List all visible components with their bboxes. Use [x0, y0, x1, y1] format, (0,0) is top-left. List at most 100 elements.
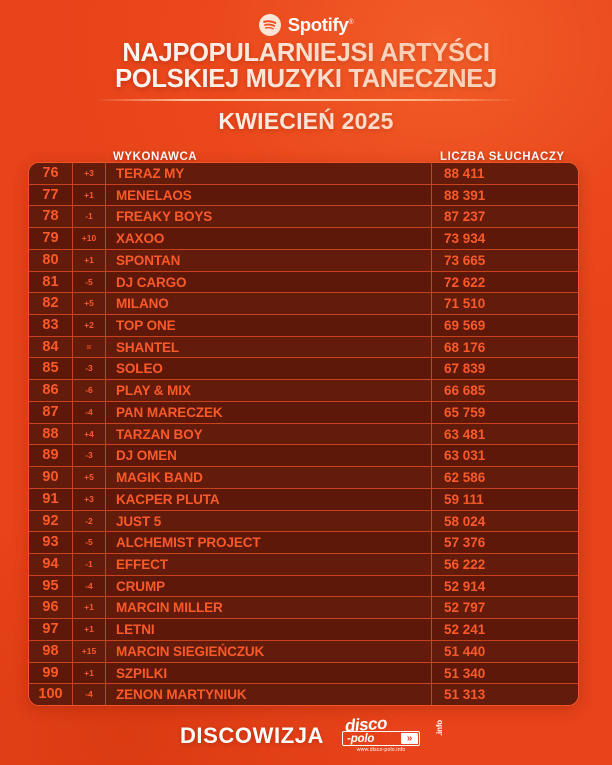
- cell-rank: 92: [29, 510, 73, 532]
- cell-listeners: 51 340: [444, 665, 486, 681]
- cell-rank: 90: [29, 467, 73, 488]
- cell-listeners: 73 934: [444, 231, 486, 247]
- cell-listeners: 66 685: [444, 383, 486, 399]
- cell-rank: 78: [29, 206, 73, 228]
- table-row: 87 -4 PAN MARECZEK 65 759: [29, 401, 578, 424]
- cell-listeners: 51 440: [444, 643, 486, 659]
- cell-artist: PAN MARECZEK: [106, 401, 432, 423]
- cell-rank: 100: [29, 684, 73, 705]
- cell-rank: 82: [29, 293, 73, 315]
- cell-rank: 96: [29, 597, 73, 619]
- cell-rank: 88: [29, 423, 73, 445]
- ranking-table-body: 76 +3 TERAZ MY 88 411 77 +1 MENELAOS 88 391 78 -1…: [29, 163, 578, 705]
- table-row: 78 -1 FREAKY BOYS 87 237: [29, 206, 578, 229]
- table-row: 80 +1 SPONTAN 73 665: [29, 249, 578, 272]
- cell-rank: 86: [29, 380, 73, 401]
- cell-change: -3: [73, 445, 106, 467]
- ranking-table: 76 +3 TERAZ MY 88 411 77 +1 MENELAOS 88 391 78 -1…: [28, 162, 579, 706]
- cell-artist: KACPER PLUTA: [106, 488, 432, 510]
- cell-rank: 95: [29, 575, 73, 597]
- cell-change: -2: [73, 510, 106, 532]
- cell-change: +1: [73, 597, 106, 619]
- cell-change: +3: [73, 488, 106, 510]
- cell-change: -4: [73, 575, 106, 597]
- cell-listeners: 88 391: [444, 187, 486, 203]
- cell-artist: LETNI: [106, 619, 432, 640]
- cell-rank: 91: [29, 488, 73, 510]
- cell-listeners: 52 914: [444, 578, 486, 594]
- cell-change: +1: [73, 619, 106, 640]
- cell-artist: SPONTAN: [106, 249, 432, 271]
- table-row: 92 -2 JUST 5 58 024: [29, 510, 578, 533]
- table-row: 90 +5 MAGIK BAND 62 586: [29, 467, 578, 489]
- cell-listeners: 69 569: [444, 318, 486, 334]
- cell-change: -1: [73, 206, 106, 228]
- title-divider: [94, 99, 518, 101]
- cell-rank: 80: [29, 249, 73, 271]
- cell-listeners: 52 797: [444, 600, 486, 616]
- table-row: 82 +5 MILANO 71 510: [29, 293, 578, 316]
- table-row: 86 -6 PLAY & MIX 66 685: [29, 380, 578, 402]
- table-row: 85 -3 SOLEO 67 839: [29, 358, 578, 381]
- cell-rank: 87: [29, 401, 73, 423]
- cell-listeners: 57 376: [444, 535, 486, 551]
- cell-listeners: 52 241: [444, 622, 486, 638]
- cell-artist: TERAZ MY: [106, 163, 432, 184]
- cell-artist: MARCIN SIEGIEŃCZUK: [106, 640, 432, 662]
- cell-artist: PLAY & MIX: [106, 380, 432, 401]
- cell-artist: MARCIN MILLER: [106, 597, 432, 619]
- cell-artist: MILANO: [106, 293, 432, 315]
- cell-listeners: 88 411: [444, 166, 485, 181]
- table-row: 77 +1 MENELAOS 88 391: [29, 184, 578, 207]
- cell-listeners: 73 665: [444, 252, 486, 268]
- cell-artist: JUST 5: [106, 510, 432, 532]
- cell-rank: 83: [29, 315, 73, 336]
- spotify-logo-icon: [258, 14, 281, 36]
- cell-change: +2: [73, 315, 106, 336]
- cell-rank: 77: [29, 184, 73, 206]
- column-header-artist: WYKONAWCA: [113, 151, 198, 163]
- cell-rank: 81: [29, 271, 73, 293]
- cell-artist: ZENON MARTYNIUK: [106, 684, 432, 705]
- cell-artist: CRUMP: [106, 575, 432, 597]
- logo-info-text: .info: [435, 720, 445, 736]
- cell-rank: 76: [29, 163, 73, 184]
- footer: DISCOWIZJA disco -polo » .info www.disco…: [0, 707, 612, 765]
- cell-rank: 98: [29, 640, 73, 662]
- cell-listeners: 65 759: [444, 404, 486, 420]
- cell-listeners: 67 839: [444, 361, 486, 377]
- cell-listeners: 71 510: [444, 296, 486, 312]
- chevron-right-icon: »: [401, 733, 419, 744]
- cell-change: +1: [73, 249, 106, 271]
- cell-rank: 94: [29, 553, 73, 575]
- cell-listeners: 63 031: [444, 448, 486, 464]
- cell-change: -3: [73, 358, 106, 380]
- cell-rank: 89: [29, 445, 73, 467]
- cell-change: +1: [73, 662, 106, 684]
- table-row: 95 -4 CRUMP 52 914: [29, 575, 578, 598]
- table-row: 84 = SHANTEL 68 176: [29, 336, 578, 359]
- table-row: 96 +1 MARCIN MILLER 52 797: [29, 597, 578, 620]
- table-row: 94 -1 EFFECT 56 222: [29, 553, 578, 576]
- cell-listeners: 59 111: [444, 491, 484, 507]
- cell-artist: XAXOO: [106, 228, 432, 249]
- cell-artist: TARZAN BOY: [106, 423, 432, 445]
- cell-listeners: 87 237: [444, 209, 486, 225]
- cell-artist: DJ CARGO: [106, 271, 432, 293]
- cell-change: +15: [73, 640, 106, 662]
- cell-rank: 84: [29, 336, 73, 358]
- disco-polo-logo: disco -polo » .info www.disco-polo.info: [340, 714, 444, 756]
- cell-artist: ALCHEMIST PROJECT: [106, 532, 432, 553]
- table-row: 76 +3 TERAZ MY 88 411: [29, 163, 578, 185]
- cell-change: -4: [73, 401, 106, 423]
- cell-artist: EFFECT: [106, 553, 432, 575]
- cell-listeners: 63 481: [444, 426, 486, 442]
- logo-bar: -polo »: [342, 731, 421, 746]
- table-row: 89 -3 DJ OMEN 63 031: [29, 445, 578, 468]
- table-row: 99 +1 SZPILKI 51 340: [29, 662, 578, 685]
- logo-url-text: www.disco-polo.info: [356, 747, 406, 753]
- column-header-listeners: LICZBA SŁUCHACZY: [440, 151, 565, 163]
- cell-change: +10: [73, 228, 106, 249]
- table-row: 93 -5 ALCHEMIST PROJECT 57 376: [29, 532, 578, 554]
